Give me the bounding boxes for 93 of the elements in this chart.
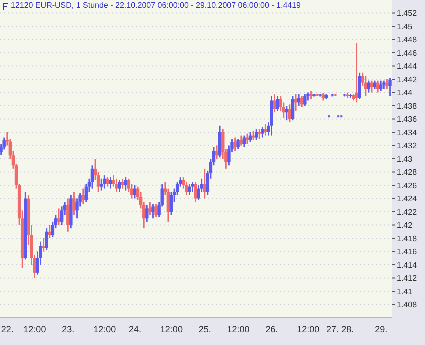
candlestick xyxy=(370,80,374,94)
candlestick xyxy=(82,188,85,205)
x-tick-label: 27. xyxy=(326,324,339,334)
candlestick xyxy=(276,95,280,112)
y-tick-label: 1.44 xyxy=(397,88,414,98)
candlestick xyxy=(258,128,262,140)
candlestick xyxy=(152,203,155,220)
candlestick xyxy=(380,80,383,92)
x-tick-label: 24. xyxy=(128,324,142,334)
candlestick xyxy=(112,174,116,188)
candlestick xyxy=(100,178,104,192)
chart-title: 12120 EUR-USD, 1 Stunde - 22.10.2007 06:00:00 - 29.10.2007 06:00:00 - 1.4419 xyxy=(11,1,301,10)
candlestick xyxy=(367,80,371,94)
x-tick-label: 12:00 xyxy=(24,324,46,334)
candlestick xyxy=(304,93,307,107)
x-tick-label: 12:00 xyxy=(297,324,320,334)
y-tick-label: 1.448 xyxy=(397,36,418,45)
y-tick-label: 1.418 xyxy=(397,234,418,244)
candlestick xyxy=(355,42,358,104)
candlestick xyxy=(240,135,243,146)
y-tick-label: 1.422 xyxy=(397,208,418,217)
candlestick xyxy=(106,176,110,188)
y-tick-label: 1.426 xyxy=(397,181,418,190)
candlestick xyxy=(170,191,174,216)
candlestick xyxy=(264,124,268,137)
candlestick xyxy=(254,128,258,142)
candlestick xyxy=(118,180,122,193)
x-tick-label: 12:00 xyxy=(160,324,183,334)
x-tick-label: 23. xyxy=(62,324,75,334)
candlestick xyxy=(115,178,118,193)
y-tick-label: 1.442 xyxy=(397,75,418,84)
x-tick-label: 28. xyxy=(342,324,354,334)
candlestick xyxy=(133,184,137,200)
candlestick xyxy=(57,208,61,226)
candlestick xyxy=(185,181,188,196)
candlestick xyxy=(121,178,124,190)
candlestick xyxy=(288,104,292,124)
candlestick xyxy=(358,72,362,100)
candlestick xyxy=(203,168,206,200)
candlestick xyxy=(300,95,304,108)
candlestick xyxy=(60,206,64,226)
y-tick-label: 1.444 xyxy=(397,62,418,72)
candlestick xyxy=(84,183,88,203)
candlestick xyxy=(388,77,392,97)
x-tick-label: 12:00 xyxy=(94,324,116,334)
candlestick xyxy=(273,93,276,114)
y-tick-label: 1.414 xyxy=(397,260,418,270)
y-tick-label: 1.45 xyxy=(397,22,414,32)
candlestick xyxy=(109,176,112,190)
candlestick xyxy=(194,181,198,203)
y-tick-label: 1.436 xyxy=(397,115,418,124)
candlestick xyxy=(252,130,256,142)
candlestick xyxy=(130,183,134,200)
candlestick xyxy=(298,93,301,107)
x-tick-label: 25. xyxy=(198,324,212,334)
candlestick xyxy=(234,137,237,152)
candlestick xyxy=(261,126,264,138)
y-tick-label: 1.452 xyxy=(397,9,418,18)
candlestick xyxy=(291,95,295,122)
y-tick-label: 1.416 xyxy=(397,248,418,257)
y-tick-label: 1.438 xyxy=(397,102,418,111)
y-tick-label: 1.434 xyxy=(397,128,418,138)
candlestick xyxy=(66,198,70,233)
y-tick-label: 1.412 xyxy=(397,274,418,284)
candlestick xyxy=(188,183,192,196)
candlestick xyxy=(191,181,194,193)
x-tick-label: 12:00 xyxy=(227,324,250,334)
candlestick xyxy=(72,191,76,216)
y-tick-label: 1.43 xyxy=(397,154,414,164)
y-tick-label: 1.446 xyxy=(397,48,418,58)
y-tick-label: 1.408 xyxy=(397,300,418,310)
candlestick xyxy=(146,204,149,223)
candlestick xyxy=(364,75,368,97)
candlestick xyxy=(215,145,219,160)
x-tick-label: 26. xyxy=(266,324,278,334)
x-tick-label: 22. xyxy=(1,324,14,334)
candlestick xyxy=(42,238,46,252)
candlestick xyxy=(148,201,152,216)
y-tick-label: 1.41 xyxy=(397,287,414,296)
candlestick xyxy=(248,132,252,144)
candlestick xyxy=(90,164,94,190)
candlestick xyxy=(218,125,222,158)
y-tick-label: 1.424 xyxy=(397,194,418,204)
candlestick xyxy=(124,176,128,192)
candlestick xyxy=(236,138,240,150)
y-tick-label: 1.428 xyxy=(397,168,418,178)
x-tick-label: 29. xyxy=(375,324,388,334)
candlestick xyxy=(242,135,246,148)
y-tick-label: 1.42 xyxy=(397,221,414,230)
y-tick-label: 1.432 xyxy=(397,142,418,151)
candlestick xyxy=(154,203,158,218)
candlestick xyxy=(376,80,380,94)
candlestick xyxy=(45,228,48,252)
